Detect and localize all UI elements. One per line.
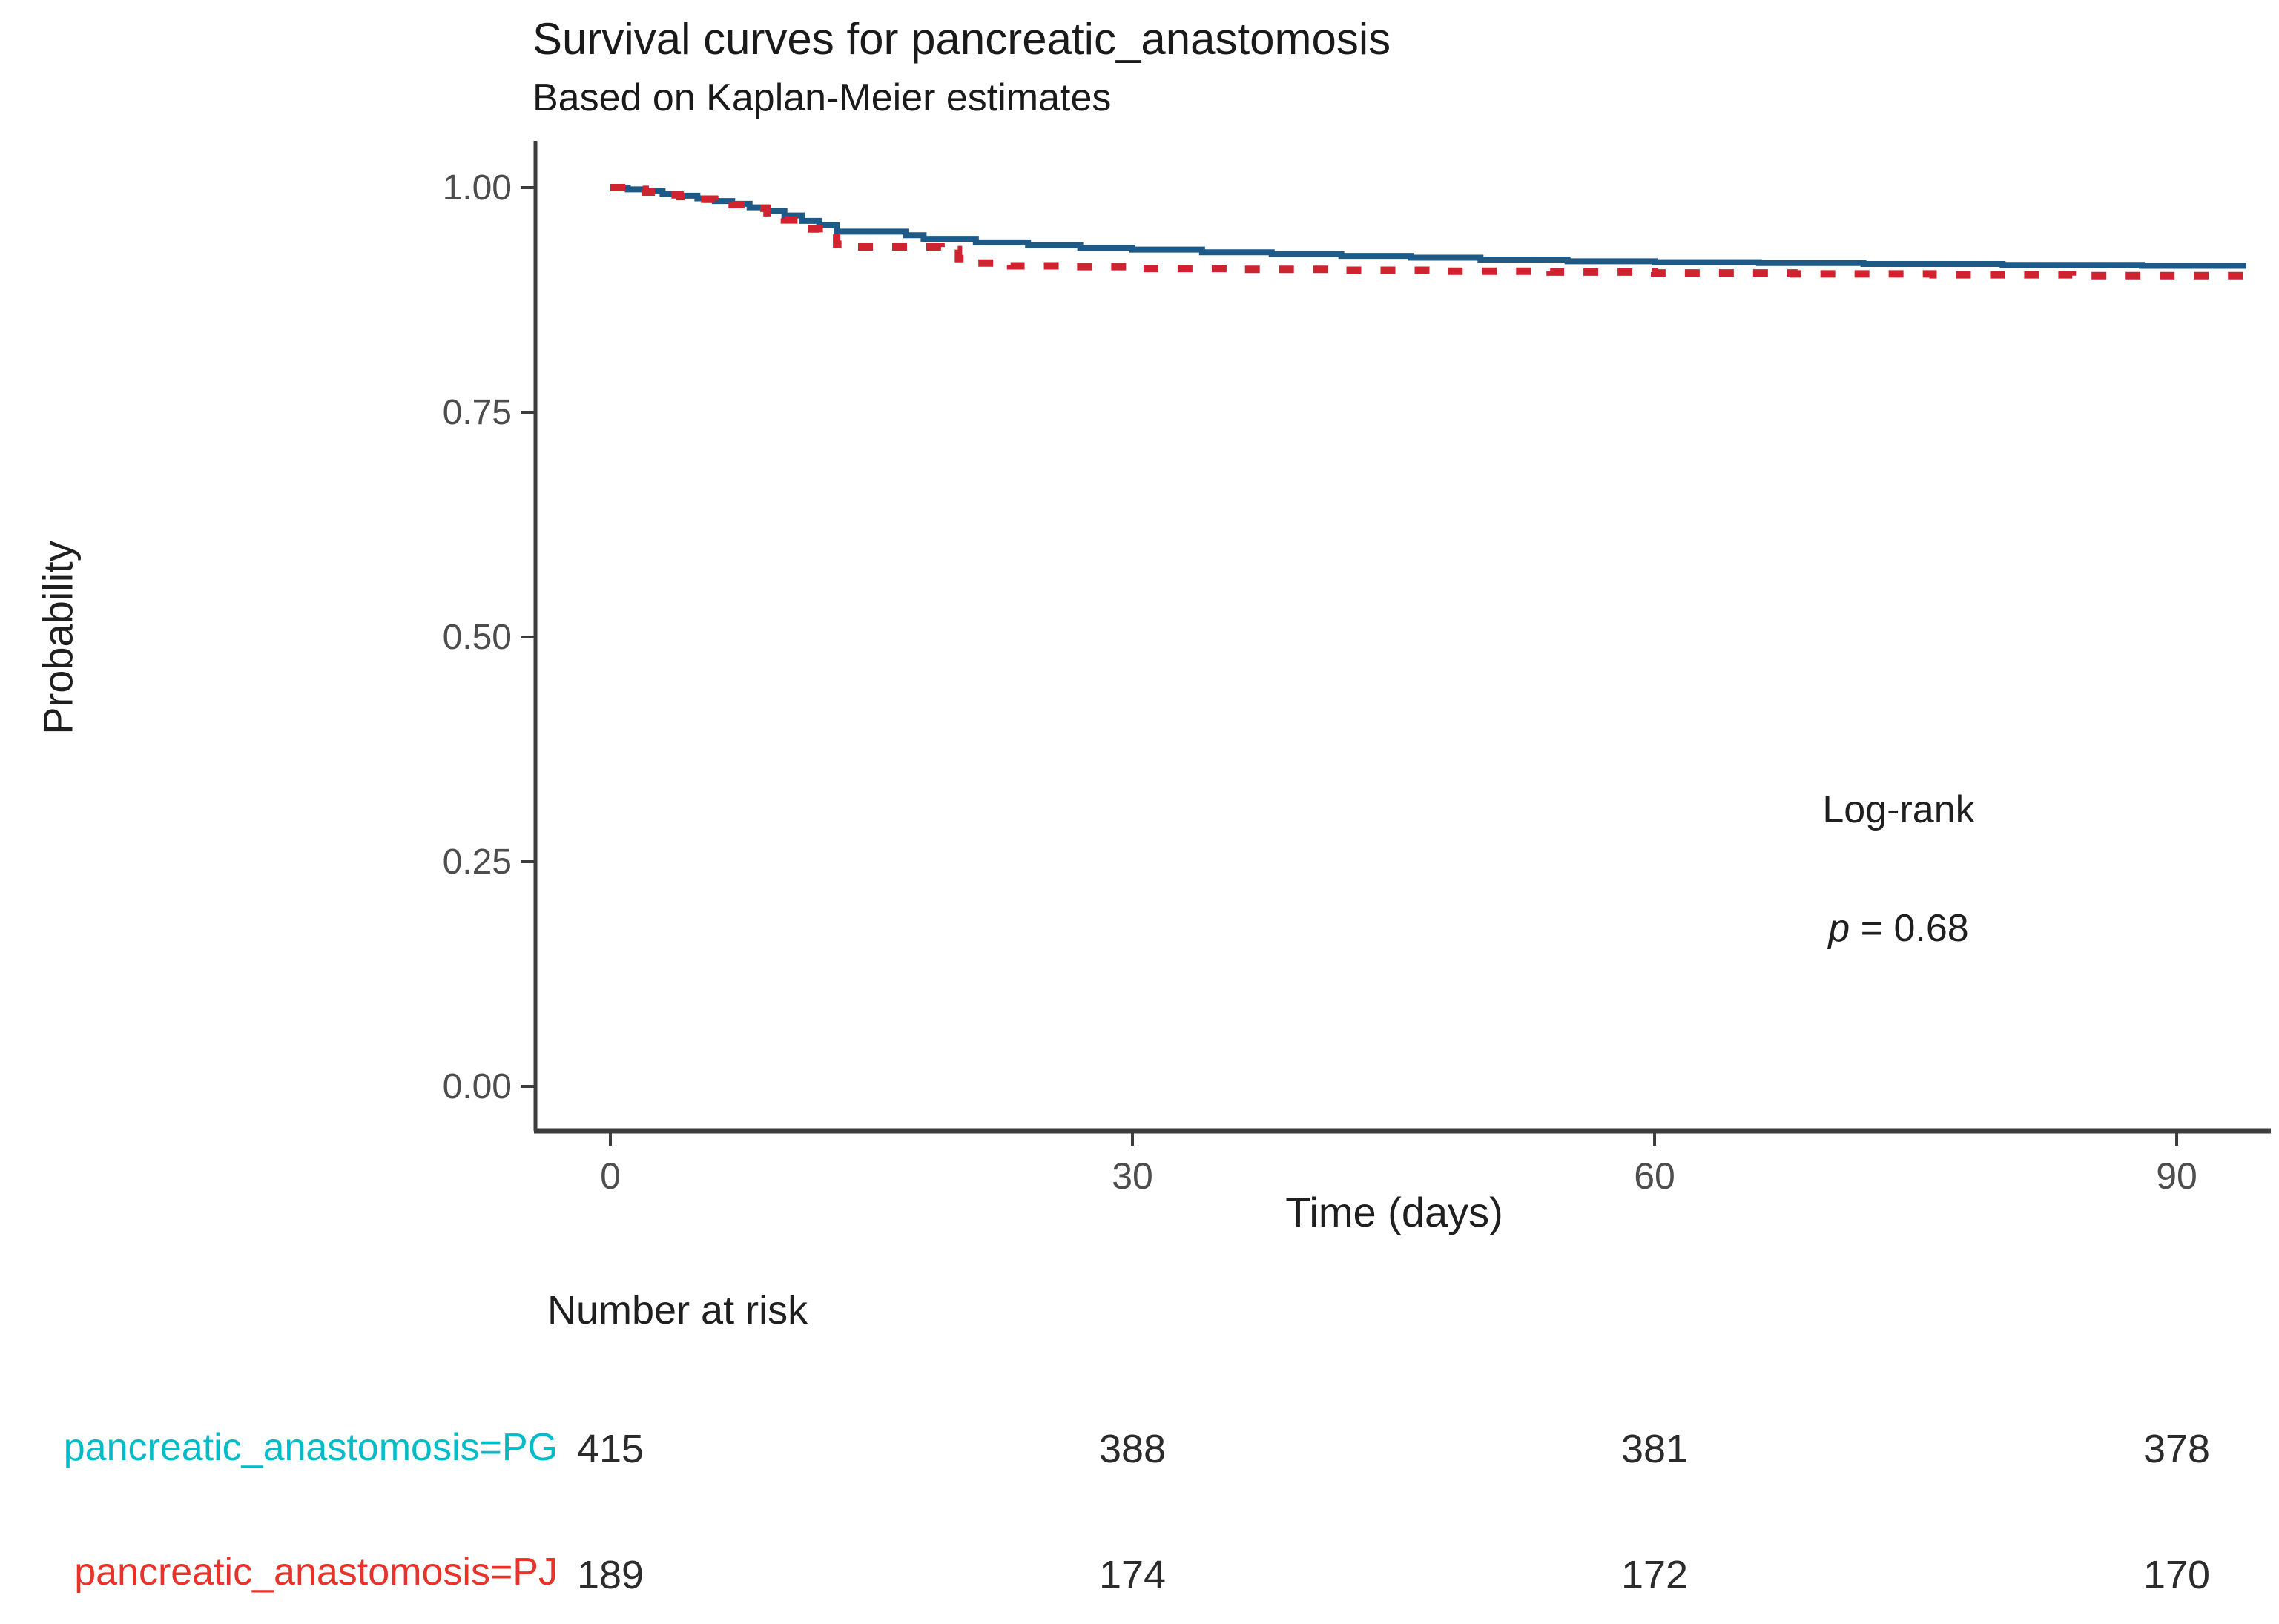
y-tick-label: 0.00	[443, 1067, 512, 1106]
risk-count: 381	[1621, 1427, 1688, 1471]
risk-count: 378	[2143, 1427, 2210, 1471]
risk-count: 172	[1621, 1553, 1688, 1597]
p-symbol: p	[1828, 907, 1850, 950]
km-curve-pj	[610, 184, 2250, 280]
risk-table-title: Number at risk	[547, 1288, 808, 1333]
x-tick-label: 90	[2156, 1155, 2197, 1197]
y-tick-label: 0.50	[443, 618, 512, 657]
risk-count: 388	[1099, 1427, 1166, 1471]
logrank-test-label: Log-rank	[1822, 788, 1975, 831]
risk-count: 174	[1099, 1553, 1166, 1597]
p-value-text: = 0.68	[1850, 907, 1969, 950]
plot-subtitle: Based on Kaplan-Meier estimates	[532, 76, 1112, 119]
risk-count: 415	[577, 1427, 644, 1471]
risk-count: 170	[2143, 1553, 2210, 1597]
risk-row-label-pj: pancreatic_anastomosis=PJ	[74, 1551, 558, 1594]
plot-title: Survival curves for pancreatic_anastomos…	[532, 14, 1391, 64]
x-tick-label: 60	[1634, 1155, 1675, 1197]
x-tick-label: 0	[600, 1155, 621, 1197]
y-tick-label: 0.25	[443, 842, 512, 882]
km-curve-pg	[610, 185, 2246, 269]
logrank-p-value: p = 0.68	[1743, 906, 2054, 951]
y-tick-label: 1.00	[443, 168, 512, 208]
x-axis-label: Time (days)	[1285, 1189, 1503, 1235]
x-tick-label: 30	[1112, 1155, 1153, 1197]
risk-row-label-pg: pancreatic_anastomosis=PG	[63, 1426, 558, 1469]
risk-count: 189	[577, 1553, 644, 1597]
y-tick-label: 0.75	[443, 393, 512, 432]
